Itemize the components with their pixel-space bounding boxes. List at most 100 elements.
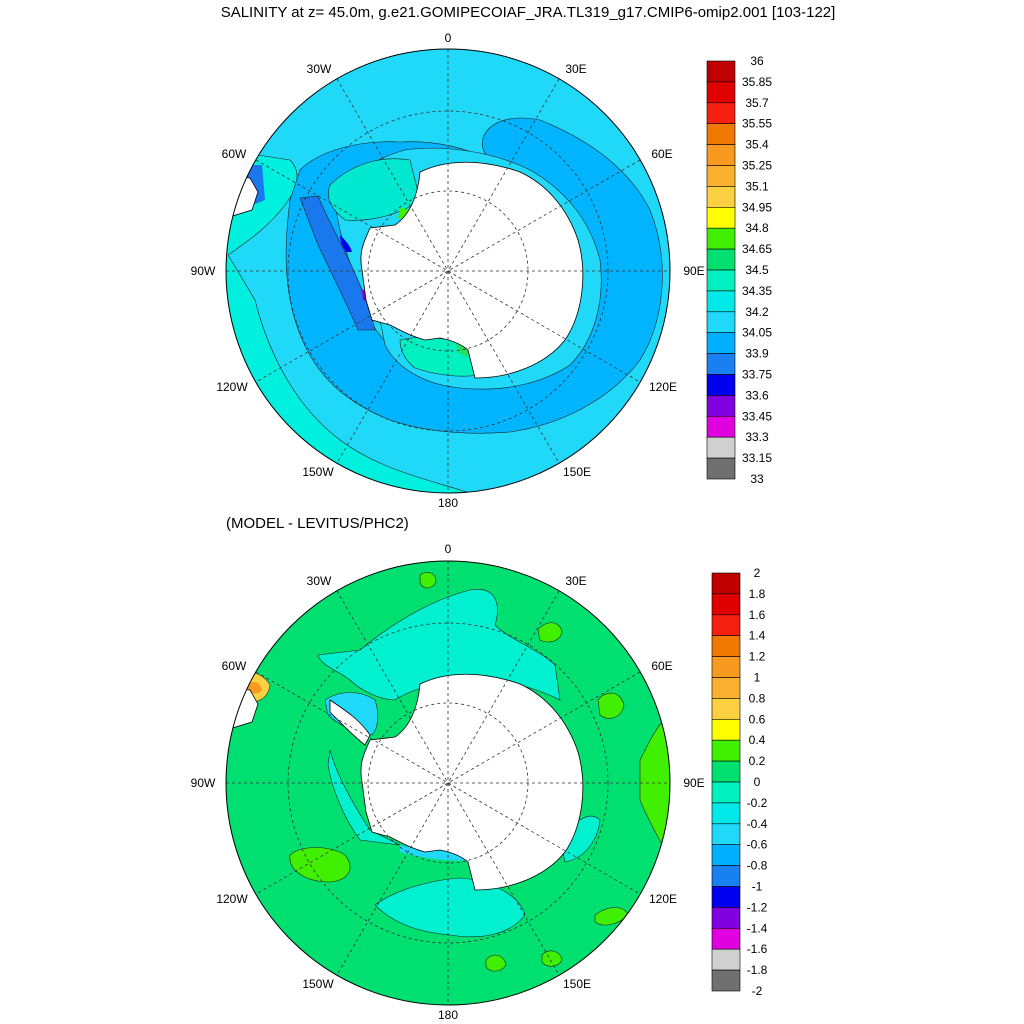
difference-colorbar-swatch	[711, 698, 741, 720]
difference-colorbar-swatch	[711, 948, 741, 971]
difference-colorbar-tick-label: 0	[754, 775, 761, 789]
lon-label-180: 180	[438, 496, 458, 510]
difference-colorbar-swatch	[711, 656, 741, 678]
salinity-colorbar-tick-label: 33.3	[745, 430, 769, 444]
difference-patch-orange	[248, 682, 262, 694]
difference-colorbar-swatch	[711, 614, 741, 636]
salinity-colorbar-tick-label: 34.95	[742, 200, 772, 214]
salinity-lower-strip	[340, 235, 352, 252]
lon-label-120w: 120W	[216, 892, 248, 906]
difference-colorbar-swatch	[711, 572, 741, 595]
salinity-colorbar-tick-label: 35.7	[745, 96, 769, 110]
salinity-colorbar-tick-label: 33.45	[742, 409, 772, 423]
difference-patch-0.2-c	[537, 622, 563, 643]
difference-colorbar-swatch	[711, 781, 741, 804]
lon-label-120e: 120E	[649, 892, 677, 906]
lon-label-30e: 30E	[565, 574, 586, 588]
difference-patch-0.2-f	[541, 950, 563, 967]
salinity-colorbar-swatch	[706, 290, 736, 313]
lon-label-150e: 150E	[563, 465, 591, 479]
difference-patch-0.2-a	[289, 847, 351, 883]
difference-colorbar-tick-label: -1.4	[747, 921, 768, 935]
salinity-colorbar-swatch	[706, 165, 736, 187]
salinity-colorbar-swatch	[706, 123, 736, 145]
difference-colorbar: 2 1.8 1.6 1.4 1.2 1 0.8 0.6 0.4 0.2 0 -0.2 -0.4 -0.6 -…	[711, 566, 768, 998]
salinity-colorbar-tick-label: 33	[750, 472, 764, 486]
salinity-region-34.35	[226, 149, 471, 493]
difference-colorbar-tick-label: 2	[754, 566, 761, 580]
salinity-colorbar-tick-label: 35.1	[745, 179, 769, 193]
difference-patch-0.2-b	[597, 692, 625, 719]
salinity-weddell-shelf	[328, 158, 421, 221]
lon-label-0: 0	[445, 31, 452, 45]
lon-label-60e: 60E	[651, 147, 672, 161]
difference-colorbar-swatch	[711, 907, 741, 929]
lon-label-90w: 90W	[191, 776, 216, 790]
salinity-colorbar-swatch	[706, 311, 736, 333]
difference-colorbar-tick-label: 1	[754, 671, 761, 685]
lon-label-60e: 60E	[651, 659, 672, 673]
lon-label-30w: 30W	[307, 574, 332, 588]
salinity-colorbar-tick-label: 35.25	[742, 159, 772, 173]
salinity-colorbar-tick-label: 34.8	[745, 221, 769, 235]
difference-colorbar-swatch	[711, 718, 741, 741]
difference-colorbar-tick-label: -0.4	[747, 817, 768, 831]
difference-ross-cyan	[374, 877, 526, 938]
difference-colorbar-swatch	[711, 844, 741, 866]
difference-colorbar-swatch	[711, 823, 741, 845]
salinity-colorbar: 36 35.85 35.7 35.55 35.4 35.25 35.1 34.95 34.8 34…	[706, 54, 772, 486]
salinity-colorbar-tick-label: 33.75	[742, 368, 772, 382]
salinity-colorbar-swatch	[706, 269, 736, 292]
difference-colorbar-tick-label: -1.2	[747, 900, 768, 914]
difference-map	[225, 560, 671, 1006]
difference-colorbar-swatch	[711, 927, 741, 950]
salinity-colorbar-swatch	[706, 81, 736, 104]
salinity-colorbar-tick-label: 34.2	[745, 305, 769, 319]
salinity-colorbar-swatch	[706, 207, 736, 229]
salinity-colorbar-swatch	[706, 332, 736, 354]
lon-label-90e: 90E	[683, 776, 704, 790]
difference-colorbar-tick-label: 1.6	[749, 608, 766, 622]
lon-label-150e: 150E	[563, 977, 591, 991]
salinity-colorbar-swatch	[706, 457, 736, 480]
salinity-colorbar-swatch	[706, 102, 736, 125]
difference-patch-0.2-g	[485, 954, 507, 972]
lon-label-90e: 90E	[683, 264, 704, 278]
difference-colorbar-swatch	[711, 635, 741, 657]
difference-colorbar-swatch	[711, 593, 741, 616]
salinity-colorbar-swatch	[706, 374, 736, 396]
figure-title: SALINITY at z= 45.0m, g.e21.GOMIPECOIAF_…	[221, 4, 836, 21]
salinity-colorbar-swatch	[706, 227, 736, 250]
difference-colorbar-tick-label: 1.2	[749, 650, 766, 664]
difference-colorbar-tick-label: -0.8	[747, 859, 768, 873]
difference-colorbar-tick-label: 1.4	[749, 629, 766, 643]
difference-colorbar-tick-label: 0.4	[749, 733, 766, 747]
difference-colorbar-tick-label: -1.8	[747, 963, 768, 977]
antarctic-peninsula	[329, 699, 371, 746]
salinity-colorbar-tick-label: 33.6	[745, 388, 769, 402]
difference-subtitle: (MODEL - LEVITUS/PHC2)	[226, 515, 409, 532]
difference-patch-0.2-d	[419, 572, 437, 589]
salinity-colorbar-swatch	[706, 144, 736, 166]
difference-colorbar-swatch	[711, 739, 741, 762]
salinity-colorbar-tick-label: 33.9	[745, 347, 769, 361]
top-lon-labels: 0 30E 60E 90E 120E 150E 180 150W 120W 90…	[191, 31, 705, 510]
lon-label-120e: 120E	[649, 380, 677, 394]
salinity-colorbar-swatch	[706, 436, 736, 459]
salinity-colorbar-tick-label: 35.4	[745, 138, 769, 152]
difference-west-cyan	[327, 749, 401, 846]
difference-colorbar-swatch	[711, 865, 741, 887]
bottom-lon-labels: 0 30E 60E 90E 120E 150E 180 150W 120W 90…	[191, 542, 705, 1022]
salinity-colorbar-swatch	[706, 186, 736, 208]
difference-colorbar-tick-label: -0.6	[747, 838, 768, 852]
salinity-colorbar-tick-label: 34.05	[742, 326, 772, 340]
lon-label-30w: 30W	[307, 62, 332, 76]
difference-colorbar-tick-label: 0.8	[749, 691, 766, 705]
salinity-colorbar-swatch	[706, 353, 736, 375]
map-border	[225, 560, 671, 1006]
difference-colorbar-tick-label: 0.6	[749, 712, 766, 726]
difference-colorbar-swatch	[711, 969, 741, 992]
difference-colorbar-tick-label: -1.6	[747, 942, 768, 956]
salinity-colorbar-swatch	[706, 248, 736, 271]
lon-label-120w: 120W	[216, 380, 248, 394]
